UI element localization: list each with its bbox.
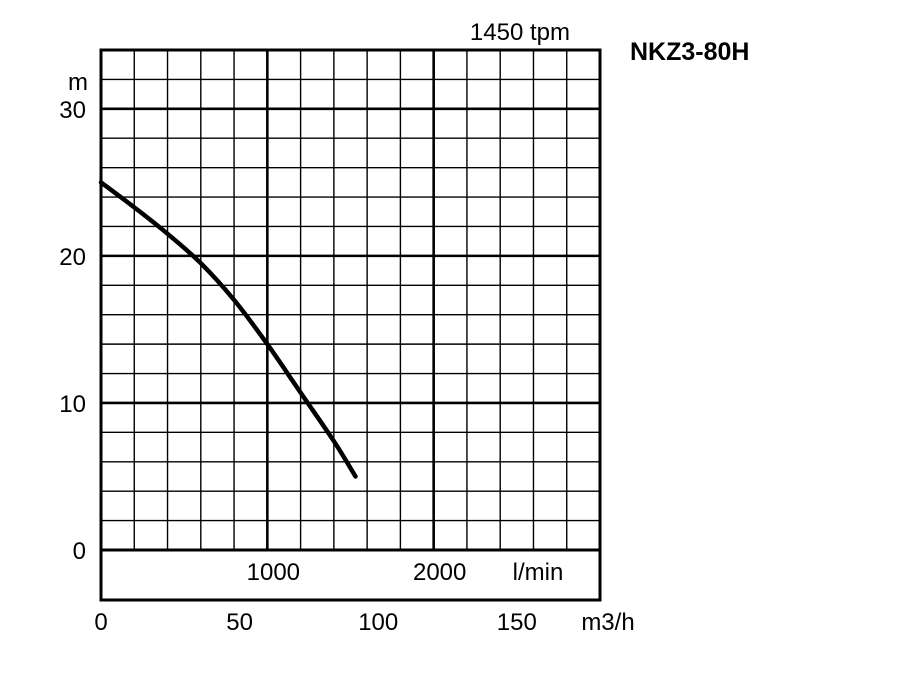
head-curve: [98, 180, 358, 479]
x-tick-label-m3h: 0: [94, 609, 107, 636]
model-title: NKZ3-80H: [630, 38, 749, 66]
x-axis-unit-lmin: l/min: [513, 559, 564, 586]
y-tick-label: 0: [73, 538, 86, 565]
x-tick-label-lmin: 2000: [413, 559, 466, 586]
chart-grid: [101, 50, 600, 550]
curve-layer: [98, 180, 358, 479]
y-axis-unit: m: [68, 69, 88, 96]
speed-label: 1450 tpm: [470, 19, 570, 46]
chart-frame: [99, 48, 602, 602]
y-tick-label: 30: [59, 97, 86, 124]
x-axis-unit-m3h: m3/h: [581, 609, 634, 636]
tick-labels: 0 10 20 30 1000 2000 0 50 100 150: [59, 97, 537, 636]
x-tick-label-m3h: 50: [226, 609, 253, 636]
y-tick-label: 10: [59, 391, 86, 418]
plot-border: [99, 48, 602, 602]
x-tick-label-m3h: 100: [358, 609, 398, 636]
y-tick-label: 20: [59, 244, 86, 271]
x-tick-label-m3h: 150: [497, 609, 537, 636]
x-tick-label-lmin: 1000: [247, 559, 300, 586]
